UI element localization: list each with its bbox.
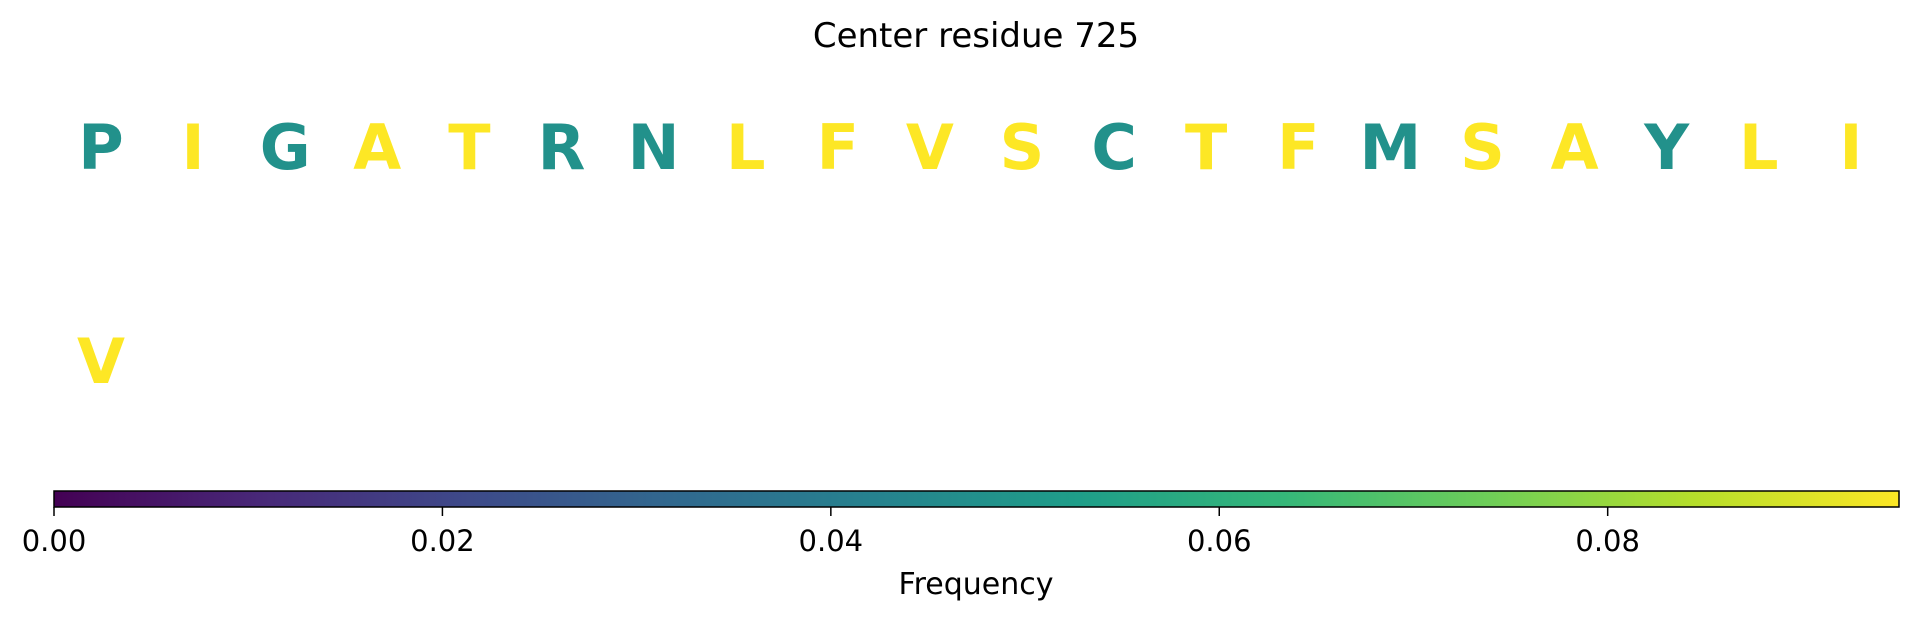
- residue-letter: T: [448, 111, 490, 184]
- colorbar-label: Frequency: [899, 567, 1054, 602]
- residue-letter: N: [628, 111, 680, 184]
- colorbar-ticks: 0.00 0.02 0.04 0.06 0.08: [22, 507, 1640, 558]
- colorbar-frame: [53, 490, 1900, 508]
- residue-letter: V: [77, 325, 125, 398]
- residue-grid: P I G A T R N L F V S C T F M S A Y L IV: [77, 111, 1862, 398]
- colorbar-tick-label: 0.08: [1575, 524, 1640, 558]
- chart-title: Center residue 725: [813, 16, 1139, 56]
- residue-letter: V: [906, 111, 954, 184]
- residue-letter: S: [1000, 111, 1045, 184]
- residue-letter: I: [1839, 111, 1862, 184]
- residue-letter: G: [260, 111, 311, 184]
- residue-letter: S: [1460, 111, 1505, 184]
- residue-letter: A: [1551, 111, 1599, 184]
- colorbar-tick-label: 0.04: [799, 524, 864, 558]
- residue-letter: C: [1091, 111, 1137, 184]
- residue-letter: P: [78, 111, 123, 184]
- colorbar-tick-label: 0.06: [1187, 524, 1252, 558]
- residue-letter: L: [1739, 111, 1779, 184]
- residue-letter: T: [1185, 111, 1227, 184]
- residue-letter: A: [353, 111, 401, 184]
- residue-letter: L: [726, 111, 766, 184]
- colorbar-tick-label: 0.00: [22, 524, 87, 558]
- colorbar-tick-label: 0.02: [410, 524, 475, 558]
- residue-letter: F: [817, 111, 859, 184]
- colorbar: 0.00 0.02 0.04 0.06 0.08 Frequency: [22, 490, 1900, 602]
- colorbar-gradient: [54, 491, 1899, 507]
- residue-letter: M: [1360, 111, 1422, 184]
- residue-letter: F: [1277, 111, 1319, 184]
- residue-letter: I: [182, 111, 205, 184]
- residue-letter: R: [538, 111, 586, 184]
- residue-letter: Y: [1643, 111, 1690, 184]
